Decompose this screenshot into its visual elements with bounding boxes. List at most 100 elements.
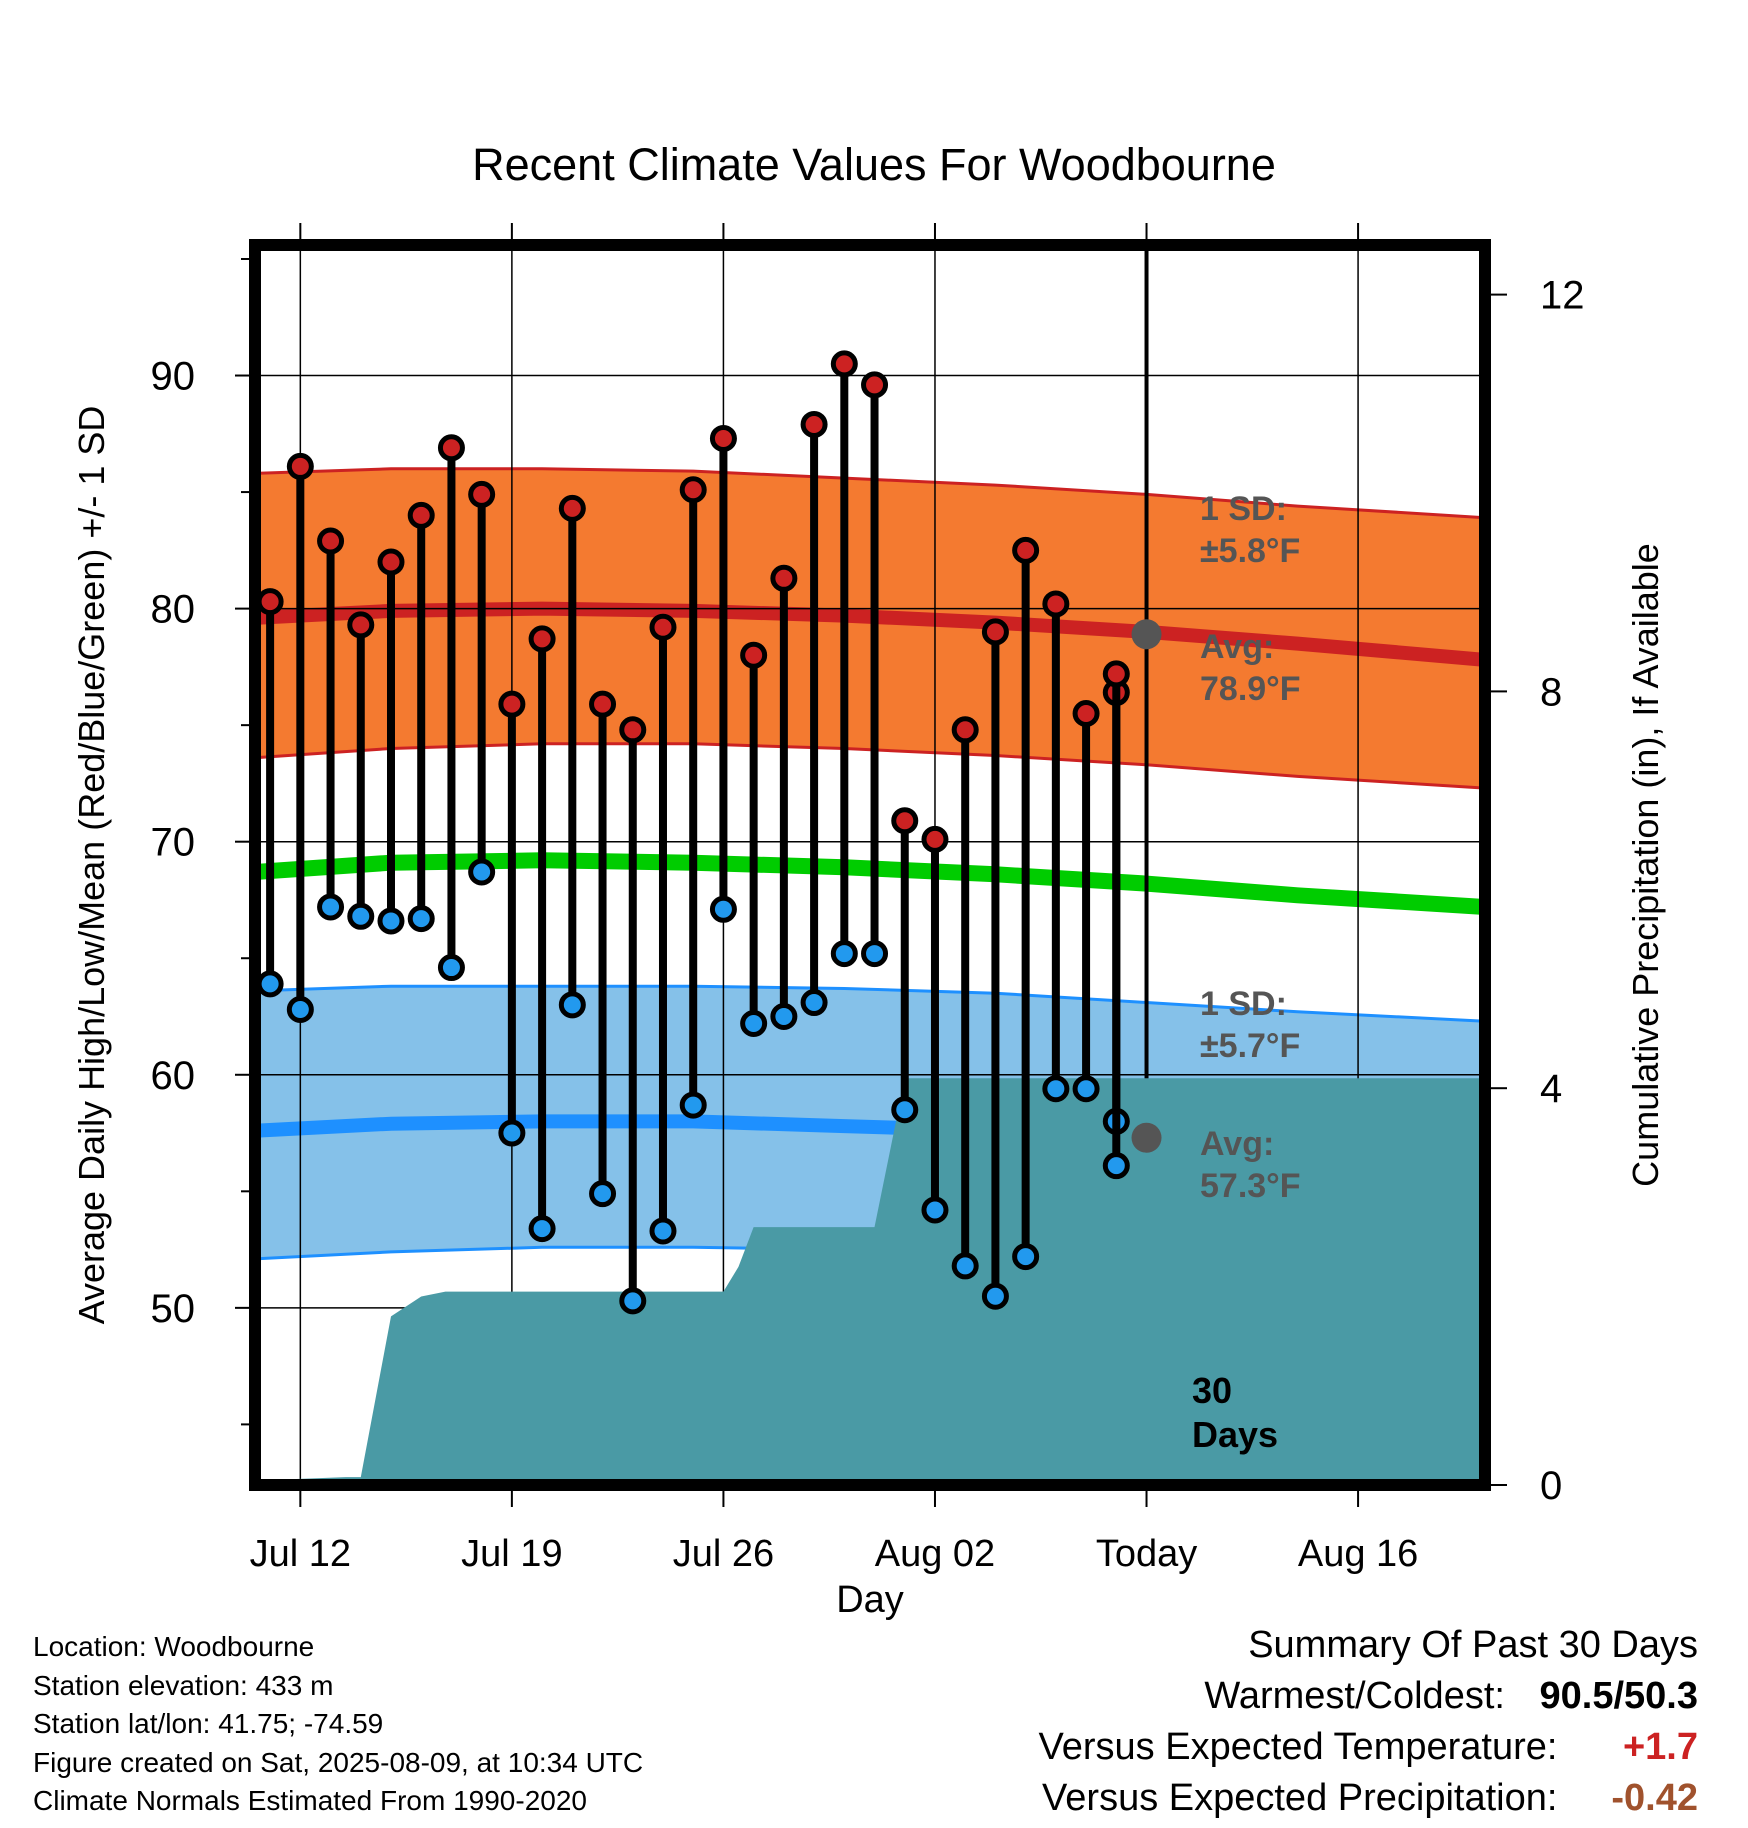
high-point bbox=[528, 625, 556, 653]
high-point bbox=[981, 618, 1009, 646]
high-avg-label: Avg: bbox=[1200, 628, 1274, 666]
high-point bbox=[679, 476, 707, 504]
low-point bbox=[981, 1282, 1009, 1310]
high-point bbox=[256, 588, 284, 616]
precip-anomaly-value: -0.42 bbox=[1611, 1777, 1698, 1819]
warm-cold-value: 90.5/50.3 bbox=[1539, 1675, 1698, 1717]
y-axis-right-label: Cumulative Precipitation (in), If Availa… bbox=[1625, 543, 1666, 1187]
x-tick-label: Aug 02 bbox=[875, 1533, 995, 1575]
y-axis-left-label: Average Daily High/Low/Mean (Red/Blue/Gr… bbox=[71, 406, 112, 1325]
high-sd-value: ±5.8°F bbox=[1200, 532, 1300, 570]
low-point bbox=[1012, 1243, 1040, 1271]
high-point bbox=[377, 548, 405, 576]
precipitation-area bbox=[255, 1078, 1485, 1485]
high-sd-label: 1 SD: bbox=[1200, 490, 1287, 528]
summary-heading: Summary Of Past 30 Days bbox=[1248, 1624, 1698, 1666]
high-point bbox=[830, 350, 858, 378]
plot-frame bbox=[249, 239, 1491, 1491]
created-text: Figure created on Sat, 2025-08-09, at 10… bbox=[33, 1746, 644, 1778]
high-point bbox=[1072, 699, 1100, 727]
x-tick-label: Aug 16 bbox=[1298, 1533, 1418, 1575]
chart-title: Recent Climate Values For Woodbourne bbox=[472, 139, 1276, 190]
high-point bbox=[951, 716, 979, 744]
x-tick-label: Jul 26 bbox=[673, 1533, 774, 1575]
today-days-label: 30 Days bbox=[1192, 1370, 1278, 1455]
low-sd-value: ±5.7°F bbox=[1200, 1027, 1300, 1065]
daily-mean-line bbox=[255, 852, 1485, 915]
low-point bbox=[256, 970, 284, 998]
today-days-line: Days bbox=[1192, 1414, 1278, 1455]
y-tick-label-left: 80 bbox=[151, 588, 196, 632]
low-point bbox=[558, 991, 586, 1019]
low-point bbox=[619, 1287, 647, 1315]
low-point bbox=[528, 1215, 556, 1243]
axes: 50 60 70 80 90 0 4 8 12 Jul 12 Jul 19 Jul 26 Aug 02 T… bbox=[151, 223, 1585, 1575]
today-high-avg-marker bbox=[1131, 619, 1162, 650]
low-avg-value: 57.3°F bbox=[1200, 1167, 1301, 1205]
high-point bbox=[709, 424, 737, 452]
high-point bbox=[589, 690, 617, 718]
elevation-text: Station elevation: 433 m bbox=[33, 1669, 334, 1701]
temp-anomaly-value: +1.7 bbox=[1622, 1726, 1698, 1768]
y-tick-label-right: 12 bbox=[1540, 274, 1585, 318]
low-point bbox=[891, 1096, 919, 1124]
temp-anomaly-label: Versus Expected Temperature: bbox=[1038, 1726, 1558, 1768]
low-point bbox=[468, 858, 496, 886]
high-sd-band bbox=[255, 468, 1485, 789]
low-point bbox=[679, 1091, 707, 1119]
y-tick-label-right: 8 bbox=[1540, 670, 1562, 714]
low-point bbox=[377, 907, 405, 935]
station-info: Location: Woodbourne Station elevation: … bbox=[33, 1628, 643, 1821]
low-point bbox=[589, 1180, 617, 1208]
low-point bbox=[951, 1252, 979, 1280]
low-sd-band-upper-edge bbox=[255, 984, 1485, 1023]
low-point bbox=[498, 1119, 526, 1147]
y-tick-label-left: 50 bbox=[151, 1287, 196, 1331]
high-point bbox=[558, 494, 586, 522]
low-point bbox=[649, 1217, 677, 1245]
normals-text: Climate Normals Estimated From 1990-2020 bbox=[33, 1785, 587, 1816]
x-tick-label: Jul 19 bbox=[461, 1533, 562, 1575]
high-point bbox=[347, 611, 375, 639]
precip-anomaly-label: Versus Expected Precipitation: bbox=[1042, 1777, 1558, 1819]
high-point bbox=[649, 613, 677, 641]
summary-panel: Summary Of Past 30 Days Warmest/Coldest:… bbox=[1039, 1620, 1698, 1824]
low-avg-label: Avg: bbox=[1200, 1125, 1274, 1163]
high-point bbox=[1042, 590, 1070, 618]
today-days-line: 30 bbox=[1192, 1370, 1232, 1411]
today-low-avg-marker bbox=[1131, 1122, 1162, 1153]
climate-chart: Recent Climate Values For Woodbourne 50 6… bbox=[71, 139, 1666, 1620]
high-point bbox=[498, 690, 526, 718]
y-tick-label-left: 90 bbox=[151, 355, 196, 399]
high-point bbox=[407, 501, 435, 529]
high-point bbox=[619, 716, 647, 744]
low-point bbox=[800, 989, 828, 1017]
low-point bbox=[830, 940, 858, 968]
high-point bbox=[468, 480, 496, 508]
y-tick-label-left: 60 bbox=[151, 1054, 196, 1098]
x-tick-label: Jul 12 bbox=[250, 1533, 351, 1575]
low-point bbox=[709, 895, 737, 923]
temp-anomaly-row: Versus Expected Temperature: +1.7 bbox=[1039, 1722, 1698, 1773]
high-point bbox=[770, 564, 798, 592]
low-point bbox=[286, 996, 314, 1024]
x-tick-label: Today bbox=[1096, 1533, 1197, 1575]
high-point bbox=[740, 641, 768, 669]
y-tick-label-right: 4 bbox=[1540, 1067, 1562, 1111]
low-point bbox=[1072, 1075, 1100, 1103]
high-point bbox=[861, 371, 889, 399]
band-annotations: 1 SD: ±5.8°F Avg: 78.9°F 1 SD: ±5.7°F Av… bbox=[1200, 490, 1301, 1205]
low-sd-label: 1 SD: bbox=[1200, 985, 1287, 1023]
high-avg-value: 78.9°F bbox=[1200, 670, 1301, 708]
low-point bbox=[437, 954, 465, 982]
latlon-text: Station lat/lon: 41.75; -74.59 bbox=[33, 1708, 384, 1739]
today-avg-markers bbox=[1131, 619, 1162, 1153]
low-point bbox=[740, 1009, 768, 1037]
low-point bbox=[861, 940, 889, 968]
y-tick-label-right: 0 bbox=[1540, 1464, 1562, 1508]
high-point bbox=[891, 807, 919, 835]
low-point bbox=[1042, 1075, 1070, 1103]
low-point bbox=[317, 893, 345, 921]
high-point bbox=[800, 410, 828, 438]
low-point bbox=[770, 1003, 798, 1031]
